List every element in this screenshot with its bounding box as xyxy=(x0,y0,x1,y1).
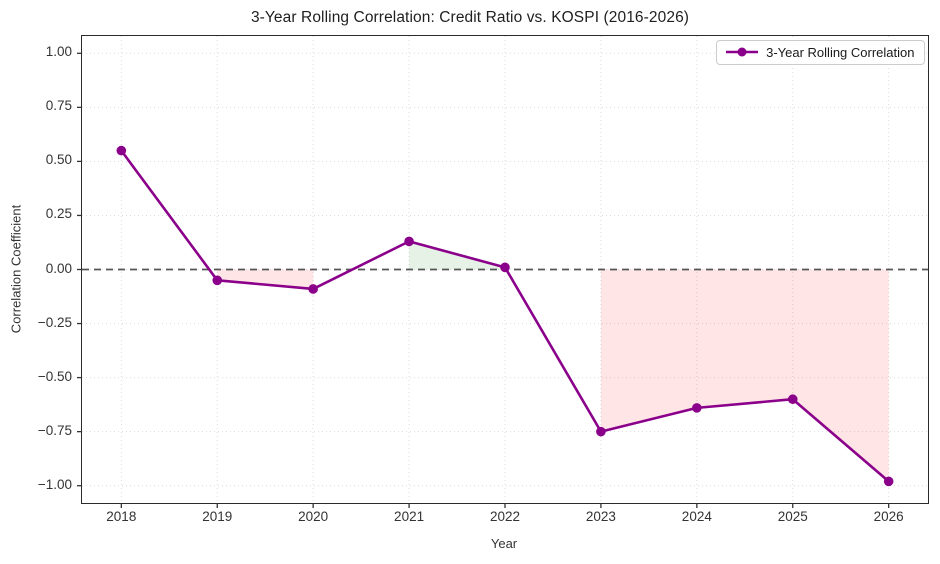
data-point-marker xyxy=(883,476,893,486)
y-tick-label: 0.75 xyxy=(45,98,72,114)
y-tick-label: −0.25 xyxy=(37,314,72,330)
y-tick-label: 1.00 xyxy=(45,44,72,60)
data-point-marker xyxy=(595,426,606,436)
fill-negative-region xyxy=(600,269,697,432)
x-tick-label: 2019 xyxy=(202,509,233,524)
plot-area: 3-Year Rolling Correlation xyxy=(76,34,929,508)
y-tick-label: −0.75 xyxy=(37,422,72,438)
x-axis-label: Year xyxy=(490,536,518,551)
x-tick-label: 2025 xyxy=(777,509,808,524)
legend-line-marker-icon xyxy=(726,47,759,57)
fill-negative-region xyxy=(216,269,313,289)
data-point-marker xyxy=(211,275,222,285)
x-tick-label: 2026 xyxy=(873,509,904,524)
x-tick-label: 2022 xyxy=(489,509,521,524)
data-point-marker xyxy=(691,402,702,413)
x-tick-label: 2023 xyxy=(585,509,616,524)
chart-title: 3-Year Rolling Correlation: Credit Ratio… xyxy=(250,9,690,26)
fill-negative-region xyxy=(792,269,889,481)
y-tick-label: −0.50 xyxy=(37,368,72,384)
legend: 3-Year Rolling Correlation xyxy=(716,39,925,65)
y-tick-label: 0.00 xyxy=(45,260,72,276)
data-point-marker xyxy=(307,283,318,294)
data-point-marker xyxy=(403,236,414,246)
y-tick-label: 0.25 xyxy=(45,206,72,222)
x-tick-label: 2020 xyxy=(298,509,329,524)
data-point-marker xyxy=(787,393,798,404)
data-point-marker xyxy=(499,262,510,272)
x-tick-label: 2024 xyxy=(681,509,712,524)
fill-negative-region xyxy=(696,269,793,408)
y-tick-label: 0.50 xyxy=(45,152,72,168)
x-tick-label: 2018 xyxy=(106,509,137,524)
y-tick-label: −1.00 xyxy=(37,476,72,492)
plot-canvas xyxy=(76,35,928,508)
legend-label: 3-Year Rolling Correlation xyxy=(766,44,915,60)
data-point-marker xyxy=(116,145,126,155)
x-tick-label: 2021 xyxy=(394,509,425,524)
legend-dot-icon xyxy=(737,47,747,57)
